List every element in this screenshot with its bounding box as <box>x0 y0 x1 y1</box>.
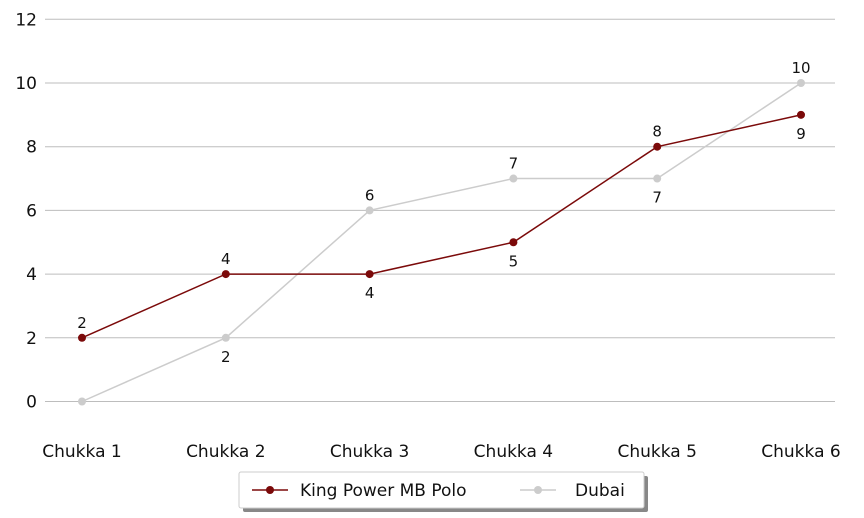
legend-label: Dubai <box>575 481 625 501</box>
y-tick-label: 12 <box>15 10 37 30</box>
y-tick-label: 10 <box>15 74 37 94</box>
x-tick-label: Chukka 3 <box>330 442 409 462</box>
data-label: 8 <box>652 123 662 141</box>
x-tick-label: Chukka 1 <box>42 442 121 462</box>
data-label: 7 <box>509 155 519 173</box>
y-tick-label: 2 <box>26 329 37 349</box>
data-point <box>509 174 518 183</box>
legend-label: King Power MB Polo <box>300 481 467 501</box>
grid-lines <box>45 18 835 402</box>
data-label: 4 <box>365 284 375 302</box>
data-point <box>653 174 662 183</box>
data-point <box>78 333 86 342</box>
data-label: 6 <box>365 186 375 204</box>
data-point <box>221 333 230 342</box>
y-tick-label: 4 <box>26 265 37 285</box>
x-tick-label: Chukka 6 <box>761 442 840 462</box>
legend-swatch-marker <box>534 486 542 494</box>
data-point <box>509 238 518 247</box>
series-line <box>81 82 802 403</box>
x-tick-label: Chukka 5 <box>617 442 696 462</box>
data-point <box>365 270 374 279</box>
data-point <box>653 142 662 151</box>
legend-box <box>238 471 645 509</box>
data-label: 2 <box>221 348 231 366</box>
data-point <box>797 79 805 87</box>
data-point <box>221 270 230 279</box>
series-line <box>81 114 802 339</box>
x-tick-label: Chukka 4 <box>474 442 553 462</box>
data-label: 5 <box>509 252 519 270</box>
x-tick-label: Chukka 2 <box>186 442 265 462</box>
legend-swatch-marker <box>266 486 274 494</box>
legend: King Power MB Polo Dubai <box>238 471 648 512</box>
data-label: 2 <box>77 314 87 332</box>
data-label: 4 <box>221 250 231 268</box>
data-point <box>797 110 805 119</box>
data-label: 9 <box>796 125 806 143</box>
data-label: 10 <box>791 59 810 77</box>
data-point <box>365 206 374 215</box>
x-axis-ticks: Chukka 1 Chukka 2 Chukka 3 Chukka 4 Chukka 5… <box>42 442 840 462</box>
data-labels: 2 6 7 7 10 2 4 4 5 8 9 <box>77 59 810 366</box>
y-axis-ticks: 0 2 4 6 8 10 12 <box>15 10 37 412</box>
data-label: 7 <box>652 189 662 207</box>
y-tick-label: 8 <box>26 138 37 158</box>
series-lines <box>78 79 805 406</box>
data-point <box>78 397 86 406</box>
y-tick-label: 6 <box>26 201 37 221</box>
y-tick-label: 0 <box>26 393 37 413</box>
